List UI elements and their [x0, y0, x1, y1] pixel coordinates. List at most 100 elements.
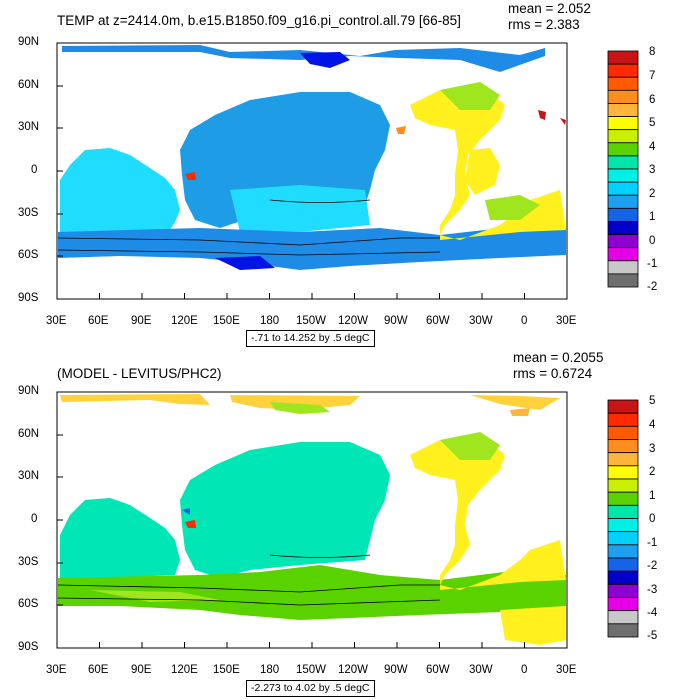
colorbar-swatch: [607, 399, 639, 414]
colorbar-swatch: [607, 557, 639, 572]
bottom-colorbar-label: 3: [649, 443, 656, 455]
colorbar-swatch: [607, 452, 639, 467]
bottom-lon-label: 120E: [171, 664, 198, 676]
top-colorbar-label: 2: [649, 188, 656, 200]
bottom-colorbar-label: -4: [647, 607, 658, 619]
top-colorbar-label: 5: [649, 117, 656, 129]
top-med-red: [538, 110, 566, 125]
colorbar-swatch: [607, 439, 639, 454]
bottom-colorbar-label: -5: [647, 630, 658, 642]
colorbar-swatch: [607, 89, 639, 104]
bottom-colorbar: [607, 399, 639, 638]
bottom-lon-label: 150E: [213, 664, 240, 676]
colorbar-swatch: [607, 465, 639, 480]
top-lon-label: 150W: [296, 315, 327, 327]
bottom-colorbar-label: 0: [649, 513, 656, 525]
top-lon-label: 30E: [46, 315, 67, 327]
bottom-atlantic: [410, 435, 566, 590]
bottom-rms: rms = 0.6724: [513, 366, 593, 381]
bottom-colorbar-label: -2: [647, 560, 658, 572]
bottom-lat-label: 90N: [18, 385, 40, 397]
top-lat-label: 60S: [18, 249, 39, 261]
bottom-lon-label: 60W: [426, 664, 450, 676]
bottom-lat-label: 90S: [18, 641, 39, 653]
top-colorbar-label: 8: [649, 46, 656, 58]
colorbar-swatch: [607, 610, 639, 625]
colorbar-swatch: [607, 412, 639, 427]
top-lon-label: 30W: [469, 315, 493, 327]
bottom-lon-label: 120W: [338, 664, 369, 676]
top-panel-title: TEMP at z=2414.0m, b.e15.B1850.f09_g16.p…: [57, 13, 461, 28]
top-lon-label: 60E: [88, 315, 109, 327]
colorbar-swatch: [607, 623, 639, 638]
bottom-lon-label: 90W: [384, 664, 408, 676]
top-range-box: -.71 to 14.252 by .5 degC: [246, 330, 375, 347]
bottom-range-box: -2.273 to 4.02 by .5 degC: [246, 680, 375, 697]
top-lon-label: 30E: [556, 315, 577, 327]
bottom-southern-ocean: [58, 565, 566, 620]
top-orange-spot: [396, 126, 406, 134]
bottom-colorbar-label: 1: [649, 490, 656, 502]
colorbar-swatch: [607, 491, 639, 506]
colorbar-swatch: [607, 116, 639, 131]
bottom-orange-spot: [510, 408, 530, 416]
top-axis-ticks: [56, 42, 568, 300]
top-lon-label: 90E: [131, 315, 152, 327]
bottom-arctic-east: [470, 395, 560, 410]
colorbar-swatch: [607, 425, 639, 440]
colorbar-swatch: [607, 63, 639, 78]
top-map: [56, 42, 568, 300]
top-lon-label: 150E: [213, 315, 240, 327]
colorbar-swatch: [607, 142, 639, 157]
top-lon-label: 60W: [426, 315, 450, 327]
colorbar-swatch: [607, 504, 639, 519]
colorbar-swatch: [607, 129, 639, 144]
bottom-southern-light: [90, 590, 220, 602]
colorbar-swatch: [607, 273, 639, 288]
bottom-lon-label: 90E: [131, 664, 152, 676]
top-atlantic-green: [440, 82, 500, 110]
top-contours: [57, 199, 441, 256]
bottom-red-sea-spot: [185, 520, 196, 528]
top-atlantic: [410, 85, 566, 240]
top-colorbar-label: 7: [649, 70, 656, 82]
bottom-lon-label: 150W: [296, 664, 327, 676]
bottom-south-atlantic-yellow: [500, 606, 566, 645]
bottom-colorbar-label: 5: [649, 395, 656, 407]
top-southern-ocean: [58, 226, 566, 270]
colorbar-swatch: [607, 260, 639, 275]
top-indian-ocean: [60, 148, 180, 235]
top-mean: mean = 2.052: [508, 1, 591, 16]
colorbar-swatch: [607, 544, 639, 559]
top-lon-label: 180: [260, 315, 280, 327]
bottom-lat-label: 0: [31, 513, 38, 525]
bottom-lat-label: 60S: [18, 598, 39, 610]
bottom-lat-label: 30S: [18, 556, 39, 568]
colorbar-swatch: [607, 597, 639, 612]
colorbar-swatch: [607, 518, 639, 533]
top-lat-label: 90S: [18, 292, 39, 304]
bottom-lon-label: 60E: [88, 664, 109, 676]
bottom-arctic-west: [60, 394, 210, 405]
top-lat-label: 60N: [18, 79, 40, 91]
colorbar-swatch: [607, 155, 639, 170]
bottom-blue-spot: [182, 508, 190, 515]
bottom-arctic-central: [230, 395, 360, 410]
colorbar-swatch: [607, 194, 639, 209]
colorbar-swatch: [607, 103, 639, 117]
top-colorbar-label: 4: [649, 141, 656, 153]
bottom-lon-label: 30E: [556, 664, 577, 676]
bottom-colorbar-label: 4: [649, 419, 656, 431]
top-atlantic-core: [465, 148, 500, 195]
colorbar-swatch: [607, 531, 639, 546]
bottom-panel-title: (MODEL - LEVITUS/PHC2): [57, 366, 222, 381]
colorbar-swatch: [607, 181, 639, 196]
top-colorbar-label: -1: [647, 258, 658, 270]
bottom-map: [56, 391, 568, 649]
top-colorbar-label: 3: [649, 164, 656, 176]
bottom-colorbar-label: -3: [647, 584, 658, 596]
top-lat-label: 90N: [18, 36, 40, 48]
top-southern-deep-blue: [215, 256, 275, 270]
top-lon-label: 120W: [338, 315, 369, 327]
